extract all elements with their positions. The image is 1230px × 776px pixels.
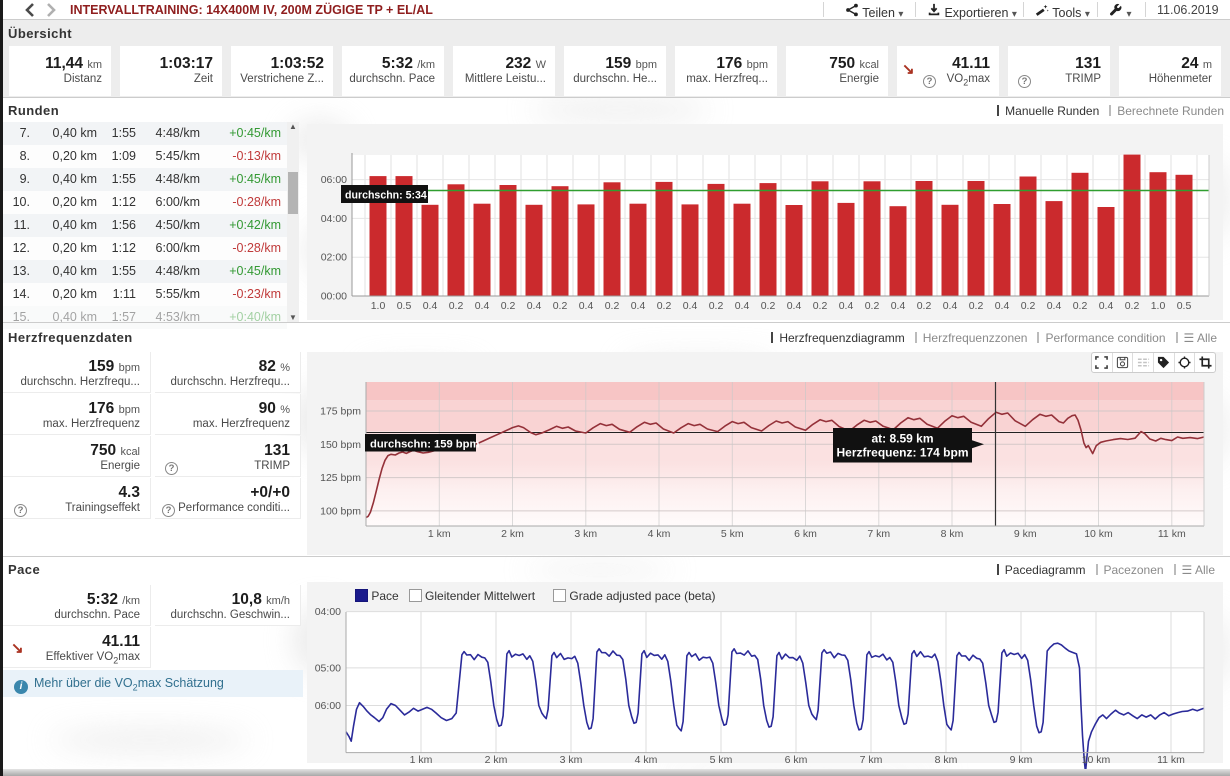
svg-text:04:00: 04:00 <box>321 213 347 225</box>
svg-text:Herzfrequenz: 174 bpm: Herzfrequenz: 174 bpm <box>836 446 968 460</box>
svg-text:7 km: 7 km <box>867 528 890 540</box>
svg-text:0.4: 0.4 <box>631 300 646 312</box>
svg-text:3 km: 3 km <box>560 754 583 766</box>
svg-text:0.2: 0.2 <box>605 300 620 312</box>
svg-text:150 bpm: 150 bpm <box>320 439 361 451</box>
svg-text:0.2: 0.2 <box>657 300 672 312</box>
svg-text:0.5: 0.5 <box>397 300 412 312</box>
svg-text:5 km: 5 km <box>721 528 744 540</box>
svg-text:0.2: 0.2 <box>1125 300 1140 312</box>
svg-text:11 km: 11 km <box>1157 754 1185 766</box>
svg-text:1.0: 1.0 <box>371 300 386 312</box>
svg-text:durchschn: 159 bpm: durchschn: 159 bpm <box>370 439 479 451</box>
svg-text:0.4: 0.4 <box>891 300 906 312</box>
svg-text:5 km: 5 km <box>710 754 733 766</box>
svg-text:4 km: 4 km <box>635 754 658 766</box>
svg-text:05:00: 05:00 <box>315 662 341 674</box>
svg-text:0.2: 0.2 <box>969 300 984 312</box>
svg-text:0.2: 0.2 <box>813 300 828 312</box>
svg-text:4 km: 4 km <box>648 528 671 540</box>
svg-text:durchschn: 5:34: durchschn: 5:34 <box>345 190 427 202</box>
svg-text:2 km: 2 km <box>501 528 524 540</box>
svg-text:0.4: 0.4 <box>1047 300 1062 312</box>
svg-text:8 km: 8 km <box>941 528 964 540</box>
svg-text:0.4: 0.4 <box>423 300 438 312</box>
svg-text:06:00: 06:00 <box>315 700 341 712</box>
svg-text:2 km: 2 km <box>485 754 508 766</box>
svg-text:125 bpm: 125 bpm <box>320 472 361 484</box>
svg-text:0.4: 0.4 <box>995 300 1010 312</box>
svg-text:1 km: 1 km <box>410 754 433 766</box>
svg-text:0.4: 0.4 <box>735 300 750 312</box>
svg-text:175 bpm: 175 bpm <box>320 406 361 418</box>
svg-text:0.2: 0.2 <box>1073 300 1088 312</box>
svg-text:7 km: 7 km <box>860 754 883 766</box>
svg-text:0.4: 0.4 <box>1099 300 1114 312</box>
svg-text:0.4: 0.4 <box>579 300 594 312</box>
svg-text:1.0: 1.0 <box>1151 300 1166 312</box>
svg-text:at: 8.59 km: at: 8.59 km <box>871 432 933 446</box>
svg-text:9 km: 9 km <box>1014 528 1037 540</box>
svg-text:0.4: 0.4 <box>527 300 542 312</box>
svg-text:0.4: 0.4 <box>475 300 490 312</box>
svg-text:6 km: 6 km <box>794 528 817 540</box>
svg-text:0.2: 0.2 <box>501 300 516 312</box>
svg-text:0.4: 0.4 <box>683 300 698 312</box>
svg-text:11 km: 11 km <box>1158 528 1186 540</box>
svg-text:0.4: 0.4 <box>787 300 802 312</box>
svg-text:0.2: 0.2 <box>865 300 880 312</box>
svg-text:06:00: 06:00 <box>321 174 347 186</box>
svg-text:0.2: 0.2 <box>553 300 568 312</box>
svg-text:6 km: 6 km <box>785 754 808 766</box>
svg-text:0.2: 0.2 <box>709 300 724 312</box>
svg-text:9 km: 9 km <box>1010 754 1033 766</box>
svg-text:100 bpm: 100 bpm <box>320 505 361 517</box>
svg-text:3 km: 3 km <box>574 528 597 540</box>
svg-text:0.2: 0.2 <box>1021 300 1036 312</box>
svg-text:0.2: 0.2 <box>449 300 464 312</box>
svg-text:0.4: 0.4 <box>943 300 958 312</box>
svg-text:1 km: 1 km <box>428 528 451 540</box>
svg-text:00:00: 00:00 <box>321 291 347 303</box>
svg-text:04:00: 04:00 <box>315 606 341 618</box>
svg-text:10 km: 10 km <box>1082 754 1111 766</box>
svg-text:10 km: 10 km <box>1084 528 1113 540</box>
svg-text:02:00: 02:00 <box>321 252 347 264</box>
svg-text:0.2: 0.2 <box>917 300 932 312</box>
svg-text:8 km: 8 km <box>935 754 958 766</box>
svg-text:0.4: 0.4 <box>839 300 854 312</box>
svg-text:0.5: 0.5 <box>1177 300 1192 312</box>
svg-text:0.2: 0.2 <box>761 300 776 312</box>
